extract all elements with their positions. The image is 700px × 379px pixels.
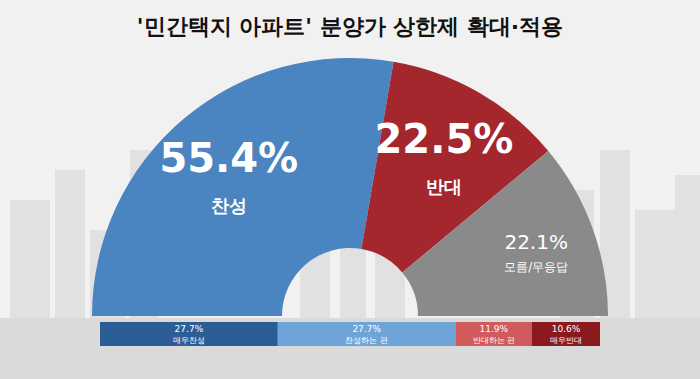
bar-segment <box>100 322 278 346</box>
chart-canvas: '민간택지 아파트' 분양가 상한제 확대·적용 55.4% 찬성 22.5% 반대 22… <box>0 0 700 379</box>
building <box>635 210 675 320</box>
data-label: 27.7% <box>352 324 381 334</box>
pie-labels: 55.4% 찬성 22.5% 반대 22.1% 모름/무응답 <box>159 116 568 273</box>
bar-group <box>100 322 600 346</box>
category-label: 모름/무응답 <box>504 260 568 274</box>
data-label: 22.5% <box>375 116 514 162</box>
data-label: 55.4% <box>159 135 298 181</box>
bar-segment <box>456 322 532 346</box>
data-label: 27.7% <box>175 324 204 334</box>
pie-slice <box>402 151 608 316</box>
series-label: 반대하는 편 <box>473 336 516 345</box>
building <box>675 175 700 320</box>
data-label: 11.9% <box>479 324 508 334</box>
series-label: 매우반대 <box>550 336 582 345</box>
series-label: 찬성하는 편 <box>345 336 388 345</box>
bar-labels: 27.7% 매우찬성 27.7% 찬성하는 편 11.9% 반대하는 편 10.6% 매우반대 <box>173 324 582 345</box>
chart-title: '민간택지 아파트' 분양가 상한제 확대·적용 <box>137 14 563 39</box>
series-label: 매우찬성 <box>173 336 205 345</box>
pie-group <box>92 58 608 316</box>
data-label: 10.6% <box>552 324 581 334</box>
bar-segment <box>278 322 456 346</box>
category-label: 찬성 <box>211 195 247 216</box>
data-label: 22.1% <box>504 230 568 254</box>
bar-segment <box>532 322 600 346</box>
background <box>0 0 700 379</box>
building <box>10 200 50 320</box>
ground <box>0 318 700 379</box>
building <box>55 170 85 320</box>
pie-slice <box>92 58 394 316</box>
category-label: 반대 <box>426 176 462 197</box>
